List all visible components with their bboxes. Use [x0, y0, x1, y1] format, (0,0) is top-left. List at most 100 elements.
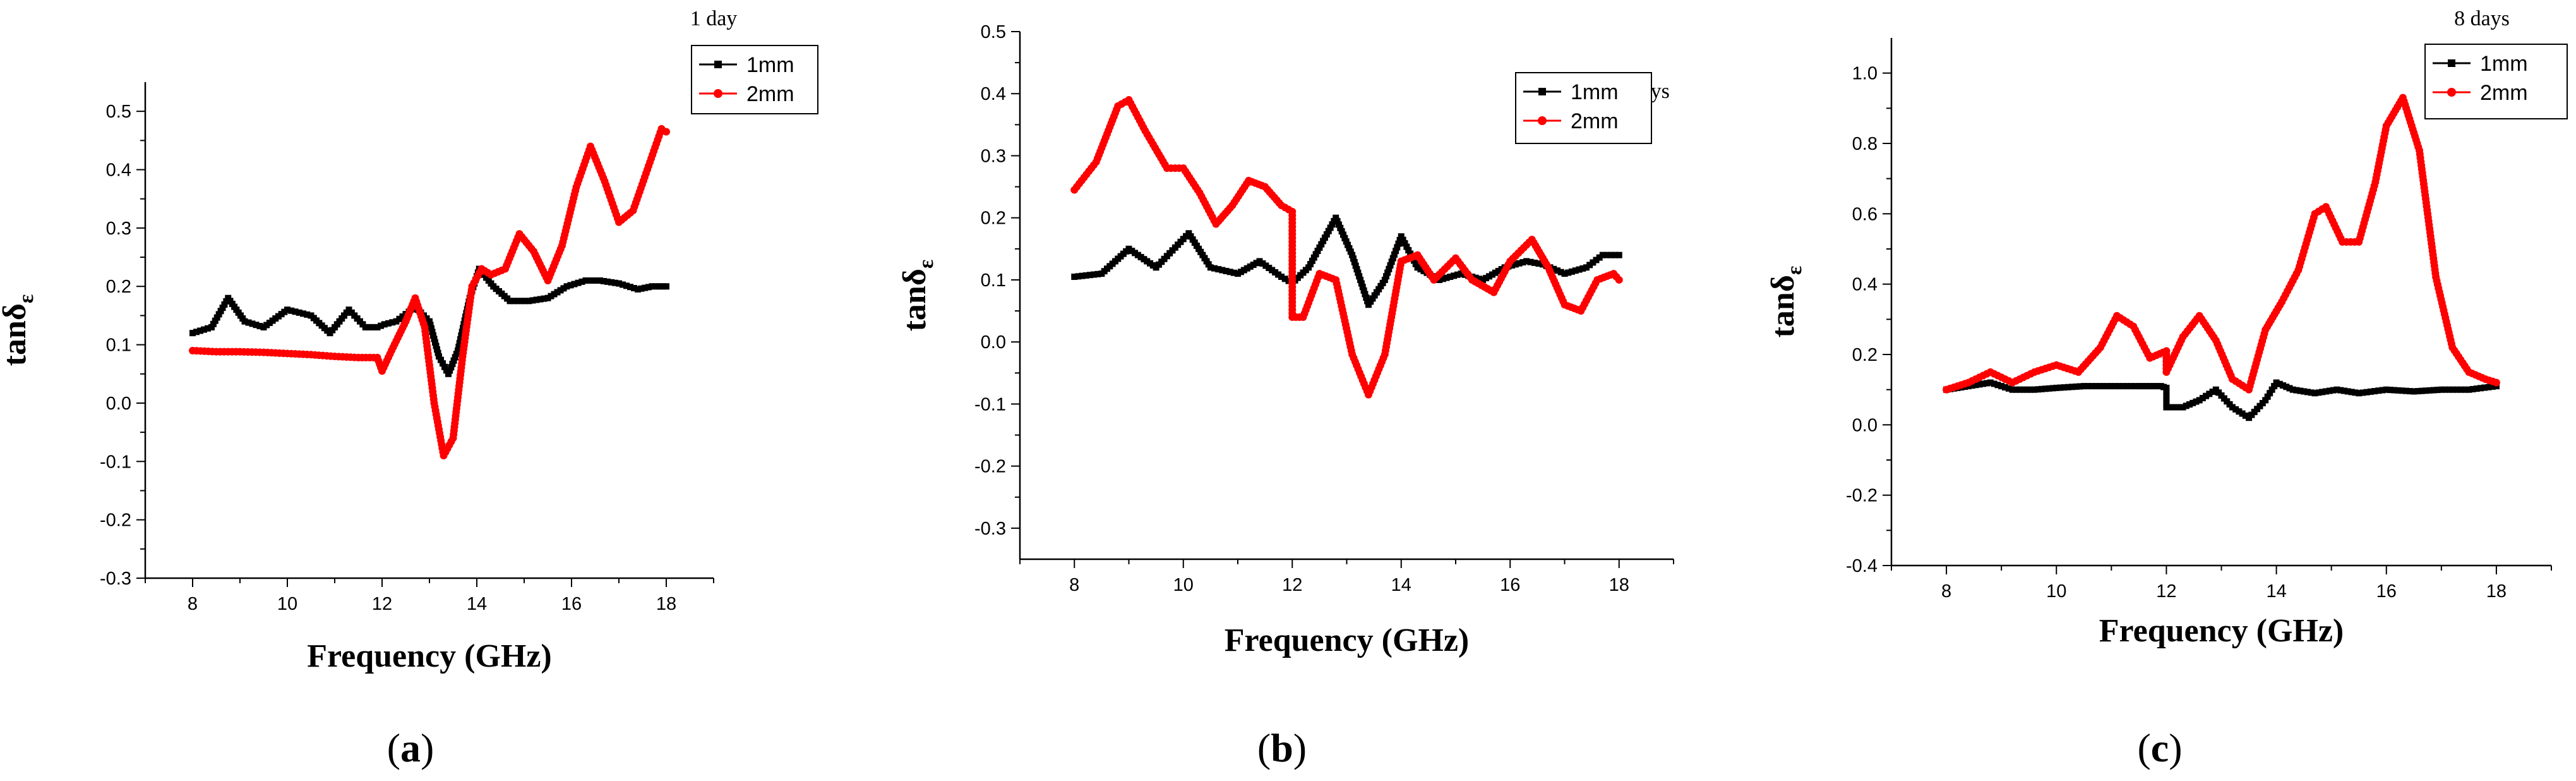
- data-point: [2154, 383, 2160, 390]
- data-point: [1337, 224, 1344, 231]
- data-point: [1207, 264, 1214, 271]
- data-point: [1472, 274, 1479, 281]
- data-point: [2046, 385, 2052, 392]
- y-tick-label: -0.2: [100, 511, 131, 531]
- y-tick-label: 0.4: [1852, 275, 1878, 295]
- data-point: [1603, 251, 1610, 258]
- data-point: [1323, 231, 1330, 238]
- data-point: [2301, 388, 2308, 395]
- data-point: [2073, 383, 2080, 390]
- data-point: [571, 281, 578, 288]
- data-point: [518, 298, 525, 305]
- data-point: [1316, 244, 1323, 251]
- data-point: [2190, 399, 2196, 406]
- data-point: [2473, 385, 2480, 392]
- data-point: [1527, 258, 1534, 265]
- y-tick-label: 0.0: [981, 332, 1006, 353]
- legend-label-1mm: 1mm: [2480, 52, 2528, 76]
- data-point: [2193, 398, 2200, 405]
- data-point: [1443, 274, 1450, 281]
- data-point: [586, 277, 593, 284]
- data-point: [1565, 269, 1572, 276]
- data-point: [2143, 383, 2150, 390]
- data-point: [2457, 386, 2464, 393]
- data-point: [1994, 382, 2001, 389]
- data-point: [533, 296, 540, 303]
- data-point: [623, 282, 630, 289]
- data-point: [2450, 386, 2457, 393]
- data-point: [2016, 386, 2023, 393]
- data-point: [1219, 267, 1226, 274]
- data-point: [1987, 379, 1994, 386]
- data-point: [1278, 274, 1285, 281]
- legend-box: [691, 45, 818, 114]
- data-point: [1333, 214, 1339, 221]
- data-point: [2379, 387, 2386, 394]
- data-point: [438, 356, 444, 363]
- y-tick-label: -0.2: [1846, 486, 1878, 506]
- data-point: [645, 284, 652, 291]
- data-point: [2308, 389, 2315, 396]
- data-point: [1572, 267, 1579, 274]
- data-point: [1338, 228, 1345, 235]
- data-point: [2064, 384, 2071, 390]
- data-point: [1359, 284, 1366, 291]
- data-point: [2124, 383, 2131, 390]
- x-tick-label: 18: [1609, 575, 1629, 595]
- data-point: [197, 327, 203, 334]
- data-point: [1360, 287, 1367, 294]
- data-point: [1331, 217, 1338, 224]
- series-2mm: [1943, 94, 2500, 394]
- data-point: [2402, 387, 2409, 394]
- x-tick-label: 16: [2376, 581, 2397, 602]
- data-point: [2442, 386, 2449, 393]
- legend-box: [1515, 72, 1652, 144]
- data-point: [210, 320, 217, 327]
- data-point: [2203, 392, 2210, 399]
- data-point: [1309, 257, 1315, 264]
- y-tick-label: 0.6: [1852, 204, 1878, 224]
- data-point: [582, 277, 589, 284]
- data-point: [1325, 227, 1332, 234]
- data-point: [2131, 383, 2138, 390]
- data-point: [1399, 236, 1406, 243]
- data-point: [1389, 255, 1396, 262]
- data-point: [635, 286, 641, 293]
- legend-marker: [714, 61, 722, 68]
- x-axis-label: Frequency (GHz): [1225, 622, 1470, 658]
- data-point: [1226, 269, 1233, 275]
- data-point: [450, 357, 457, 364]
- data-point: [2352, 389, 2359, 396]
- data-point: [2035, 386, 2042, 393]
- y-tick-label: 0.1: [106, 336, 131, 356]
- data-point: [288, 307, 295, 314]
- data-point: [430, 332, 436, 339]
- data-point: [208, 324, 215, 330]
- chart-panel-a: 8 10 12 14 16 18 -0.3 -0.2 -0.1 0.0 0.1 0.2 0.3 0.4 0.…: [0, 7, 818, 770]
- data-point: [2319, 389, 2326, 396]
- data-point: [525, 298, 532, 305]
- data-point: [2112, 383, 2119, 390]
- data-point: [1215, 266, 1222, 273]
- data-point: [1980, 380, 1987, 387]
- data-point: [213, 314, 220, 321]
- x-tick-label: 8: [1941, 581, 1951, 602]
- y-tick-label: 0.5: [981, 22, 1006, 42]
- data-point: [453, 351, 460, 358]
- data-point: [631, 285, 637, 292]
- data-point: [1362, 291, 1369, 298]
- data-point: [2289, 386, 2296, 393]
- data-point: [1340, 231, 1347, 238]
- data-point: [2206, 390, 2213, 397]
- data-point: [2057, 384, 2064, 391]
- y-tick-label: -0.3: [100, 569, 131, 589]
- data-point: [2009, 386, 2016, 393]
- data-point: [249, 320, 256, 327]
- data-point: [2031, 386, 2038, 393]
- data-point: [1407, 250, 1414, 257]
- data-point: [1593, 257, 1600, 263]
- data-point: [2268, 386, 2275, 393]
- data-point: [506, 298, 513, 305]
- data-point: [1396, 236, 1403, 243]
